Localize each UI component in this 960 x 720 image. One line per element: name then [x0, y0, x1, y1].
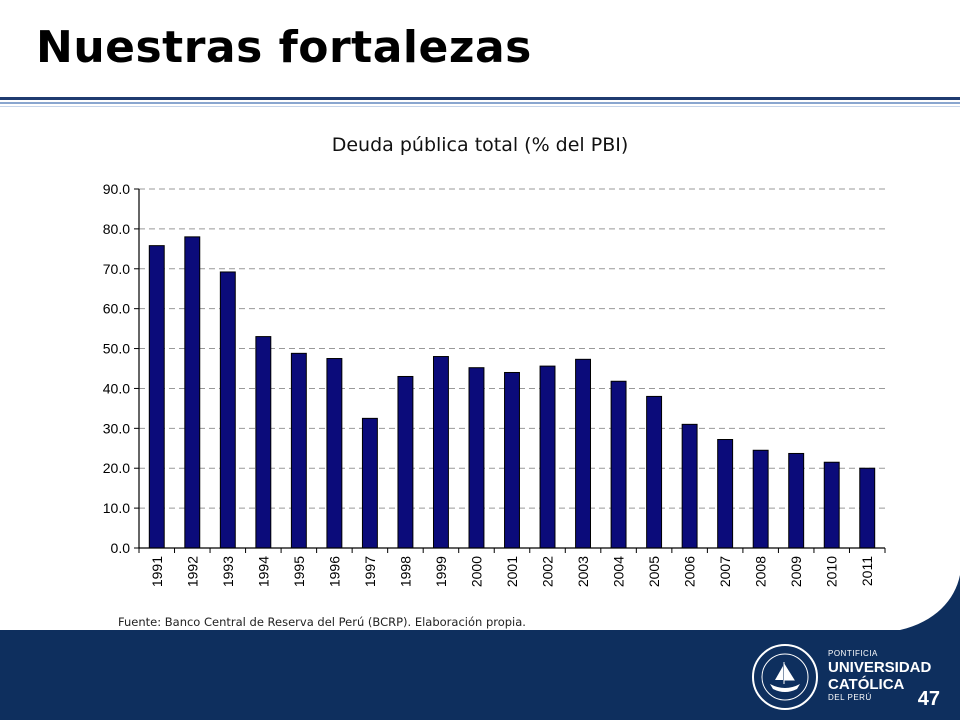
- bar-1995: [290, 352, 307, 549]
- bar-2008: [752, 449, 769, 549]
- bar-2004: [610, 380, 627, 549]
- bar-1992: [184, 236, 201, 549]
- y-tick-label: 0.0: [111, 540, 131, 556]
- bar-2003: [575, 358, 592, 549]
- logo-line-del-peru: DEL PERÚ: [828, 693, 872, 702]
- x-axis-ticks: 1991 1992 1993 1994 1995 1996 1997 1998 1999 2000…: [138, 548, 886, 587]
- bar-1997: [361, 417, 378, 549]
- y-tick-label: 60.0: [103, 301, 130, 317]
- bar-1998: [397, 375, 414, 549]
- bar-1993: [219, 271, 236, 549]
- bar-2009: [788, 452, 805, 549]
- logo-line-universidad: UNIVERSIDAD: [828, 659, 932, 676]
- y-tick-label: 90.0: [103, 181, 130, 197]
- title-rule-light: [0, 102, 960, 104]
- x-tick-label: 2005: [646, 556, 662, 587]
- bar-2001: [504, 371, 520, 549]
- x-tick-label: 2007: [717, 556, 733, 587]
- y-tick-label: 50.0: [103, 341, 130, 357]
- y-tick-label: 40.0: [103, 380, 130, 396]
- x-tick-label: 2009: [788, 556, 804, 587]
- axes: [138, 189, 885, 549]
- x-tick-label: 1991: [149, 556, 165, 587]
- bar-1994: [255, 336, 272, 549]
- y-tick-label: 30.0: [103, 420, 130, 436]
- x-tick-label: 1992: [184, 556, 200, 587]
- university-seal-icon: [752, 644, 818, 710]
- y-tick-label: 70.0: [103, 261, 130, 277]
- x-tick-label: 1997: [362, 556, 378, 587]
- slide-title: Nuestras fortalezas: [36, 22, 532, 73]
- y-tick-label: 10.0: [103, 500, 130, 516]
- chart-title: Deuda pública total (% del PBI): [331, 134, 629, 156]
- title-rule-faint: [0, 106, 960, 107]
- source-note: Fuente: Banco Central de Reserva del Per…: [118, 615, 526, 629]
- bar-2002: [539, 365, 556, 549]
- x-tick-label: 2004: [611, 556, 627, 587]
- x-tick-label: 1995: [291, 556, 307, 587]
- y-axis-ticks: 0.0 10.0 20.0 30.0 40.0 50.0 60.0 70.0 80.0 90.0: [103, 181, 139, 556]
- bars: [148, 236, 876, 549]
- bar-chart: 0.010.020.030.040.050.060.070.080.090.0 …: [103, 181, 886, 587]
- logo-line-pontificia: PONTIFICIA: [828, 649, 878, 658]
- x-tick-label: 1996: [326, 556, 342, 587]
- bar-1999: [432, 356, 449, 549]
- bar-2005: [646, 395, 663, 549]
- bar-2010: [823, 461, 840, 549]
- x-tick-label: 2006: [682, 556, 698, 587]
- bar-2000: [468, 367, 485, 549]
- y-tick-label: 20.0: [103, 460, 130, 476]
- university-logo-text: PONTIFICIA UNIVERSIDAD CATÓLICA DEL PERÚ: [828, 650, 931, 702]
- x-tick-label: 1999: [433, 556, 449, 587]
- bar-2011: [859, 467, 876, 549]
- bar-2007: [717, 439, 734, 549]
- x-tick-label: 1998: [397, 556, 413, 587]
- x-tick-label: 2001: [504, 556, 520, 587]
- bar-2006: [681, 423, 698, 549]
- bar-1991: [148, 245, 165, 549]
- logo-line-catolica: CATÓLICA: [828, 676, 905, 693]
- x-tick-label: 2010: [824, 556, 840, 587]
- bar-1996: [326, 358, 343, 549]
- x-tick-label: 2000: [468, 556, 484, 587]
- x-tick-label: 1993: [220, 556, 236, 587]
- y-tick-label: 80.0: [103, 221, 130, 237]
- x-tick-label: 2008: [753, 556, 769, 587]
- title-rule: [0, 97, 960, 100]
- x-tick-label: 2011: [859, 556, 875, 586]
- x-tick-label: 2003: [575, 556, 591, 587]
- x-tick-label: 2002: [540, 556, 556, 587]
- page-number: 47: [917, 688, 940, 710]
- x-tick-label: 1994: [255, 556, 271, 587]
